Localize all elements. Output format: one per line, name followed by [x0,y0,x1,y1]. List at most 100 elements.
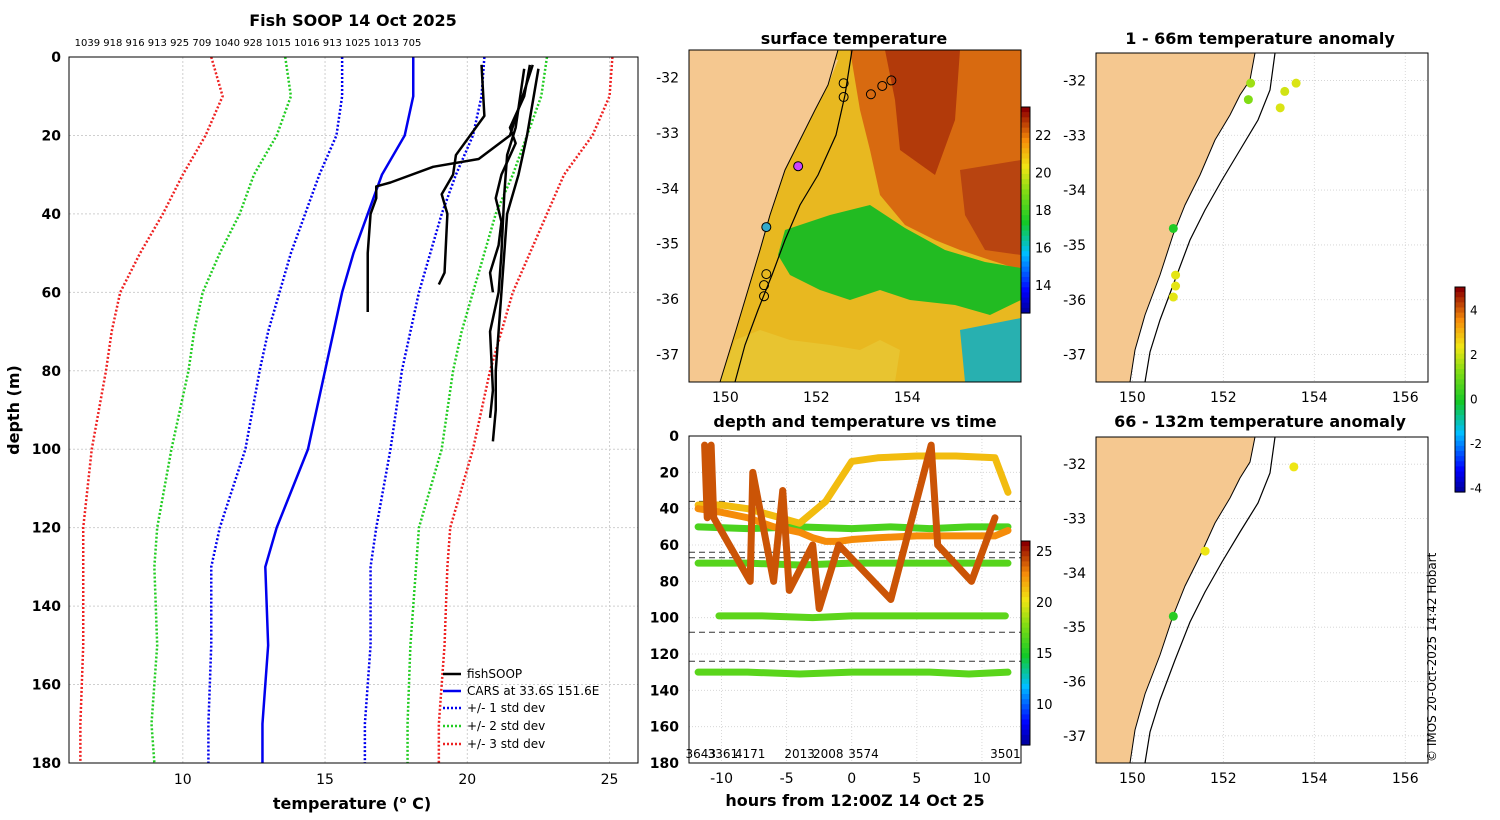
profile-ytick-label: 0 [51,50,61,66]
sst-tick-labels: 150 152 154 -32 -33 -34 -35 -36 -37 [656,71,921,406]
sst-colorbar-segment [1021,297,1030,304]
profile-ytick-label: 100 [32,442,61,458]
profile-ytick-label: 20 [42,128,62,144]
time-ytick-label: 180 [650,756,679,772]
time-station-label: 2013 [784,747,815,761]
a2-ytick-label: -32 [1063,457,1086,473]
sst-colorbar-label: 18 [1035,204,1052,219]
sst-colorbar-segment [1021,271,1030,278]
anomaly-colorbar-segment [1455,338,1465,344]
anomaly-colorbar-segment [1455,333,1465,339]
a1-xtick-label: 150 [1119,390,1146,406]
sst-xtick-label: 150 [712,390,739,406]
time-colorbar-frame [1020,540,1031,746]
sst-colorbar-label: 20 [1035,167,1052,182]
sst-colorbar-segment [1021,189,1030,196]
anomaly1-coastline [1096,53,1256,382]
fishsoop-profile [488,68,526,418]
sst-station-marker [759,291,770,302]
sst-station-marker [877,80,888,91]
profile-axes-box [68,56,639,764]
a1-ytick-label: -36 [1063,293,1086,309]
profile-ytick-label: 40 [42,207,62,223]
a1-anomaly-point [1168,223,1178,233]
sst-colorbar-segment [1021,302,1030,309]
anomaly-colorbar-segment [1455,456,1465,462]
sst-colorbar-segment [1021,173,1030,180]
sst-station-marker [838,78,849,89]
anomaly-colorbar-segment [1455,476,1465,483]
time-xlabel: hours from 12:00Z 14 Oct 25 [725,791,984,810]
profile-ytick-label: 140 [32,599,61,615]
time-colorbar-segment [1021,724,1030,731]
a2-anomaly-point [1168,611,1178,621]
a1-xtick-label: 154 [1301,390,1328,406]
anomaly-colorbar-segment [1455,384,1465,391]
anomaly1-shelf-contour [1144,53,1276,382]
sst-station-marker [793,161,804,172]
time-station-label: 4171 [735,747,766,761]
anomaly-colorbar-label: -2 [1470,437,1482,451]
sst-ytick-label: -37 [656,347,679,363]
sst-xtick-label: 152 [803,390,830,406]
sst-colorbar-segment [1021,117,1030,124]
time-ytick-label: 20 [660,465,680,481]
sst-colorbar-segment [1021,107,1030,113]
sst-station-marker [886,75,897,86]
time-colorbar-segment [1021,546,1030,552]
a1-anomaly-point [1275,103,1285,113]
sst-ytick-label: -35 [656,237,679,253]
a1-xtick-label: 156 [1392,390,1419,406]
sst-colorbar-segment [1021,256,1030,263]
time-xtick-label: 0 [847,771,856,787]
anomaly-colorbar-segment [1455,328,1465,334]
time-series-line [701,441,999,613]
a1-anomaly-point [1246,78,1256,88]
anomaly2-title: 66 - 132m temperature anomaly [1114,412,1406,431]
time-colorbar-segment [1021,561,1030,568]
sst-colorbar-segment [1021,240,1030,247]
time-ytick-label: 160 [650,720,679,736]
sst-xtick-label: 154 [894,390,921,406]
sst-ytick-label: -32 [656,71,679,87]
sst-colorbar-segment [1021,215,1030,221]
profile-panel: Fish SOOP 14 Oct 2025 1039 918 916 913 9… [4,11,639,813]
sst-colorbar: 14 16 18 20 22 [1020,106,1052,314]
profile-xtick-label: 20 [458,772,476,788]
sst-colorbar-label: 14 [1035,279,1052,294]
sst-colorbar-segment [1021,199,1030,206]
anomaly-colorbar-segment [1455,435,1465,442]
time-colorbar-segment [1021,699,1030,705]
time-series-line [715,612,1009,622]
time-colorbar-segment [1021,597,1030,603]
sst-ocean-eddy [960,160,1021,255]
anomaly-colorbar-segment [1455,486,1465,493]
anomaly2-coastline [1096,437,1256,763]
time-colorbar-segment [1021,673,1030,680]
profile-series-line [207,57,344,763]
anomaly-colorbar-segment [1455,348,1465,355]
sst-colorbar-segment [1021,194,1030,201]
a1-ytick-label: -37 [1063,348,1086,364]
sst-colorbar-segment [1021,153,1030,160]
sst-colorbar-segment [1021,204,1030,211]
profile-legend: fishSOOP CARS at 33.6S 151.6E +/- 1 std … [443,667,599,751]
anomaly-colorbar-label: -4 [1470,482,1482,496]
time-station-label: 3361 [708,747,739,761]
time-colorbar-segment [1021,556,1030,562]
time-xtick-label: 5 [912,771,921,787]
time-colorbar-segment [1021,694,1030,700]
time-colorbar: 10 15 20 25 [1020,540,1053,746]
a2-xtick-label: 152 [1210,771,1237,787]
time-colorbar-segment [1021,658,1030,664]
anomaly-colorbar-segment [1455,307,1465,314]
time-colorbar-segment [1021,709,1030,715]
anomaly1-map [1096,53,1301,382]
a1-anomaly-point [1171,281,1181,291]
time-axes-box [688,435,1022,764]
a2-ytick-label: -36 [1063,675,1086,691]
time-series-line [694,668,1012,678]
time-colorbar-segment [1021,612,1030,619]
sst-ytick-label: -36 [656,292,679,308]
